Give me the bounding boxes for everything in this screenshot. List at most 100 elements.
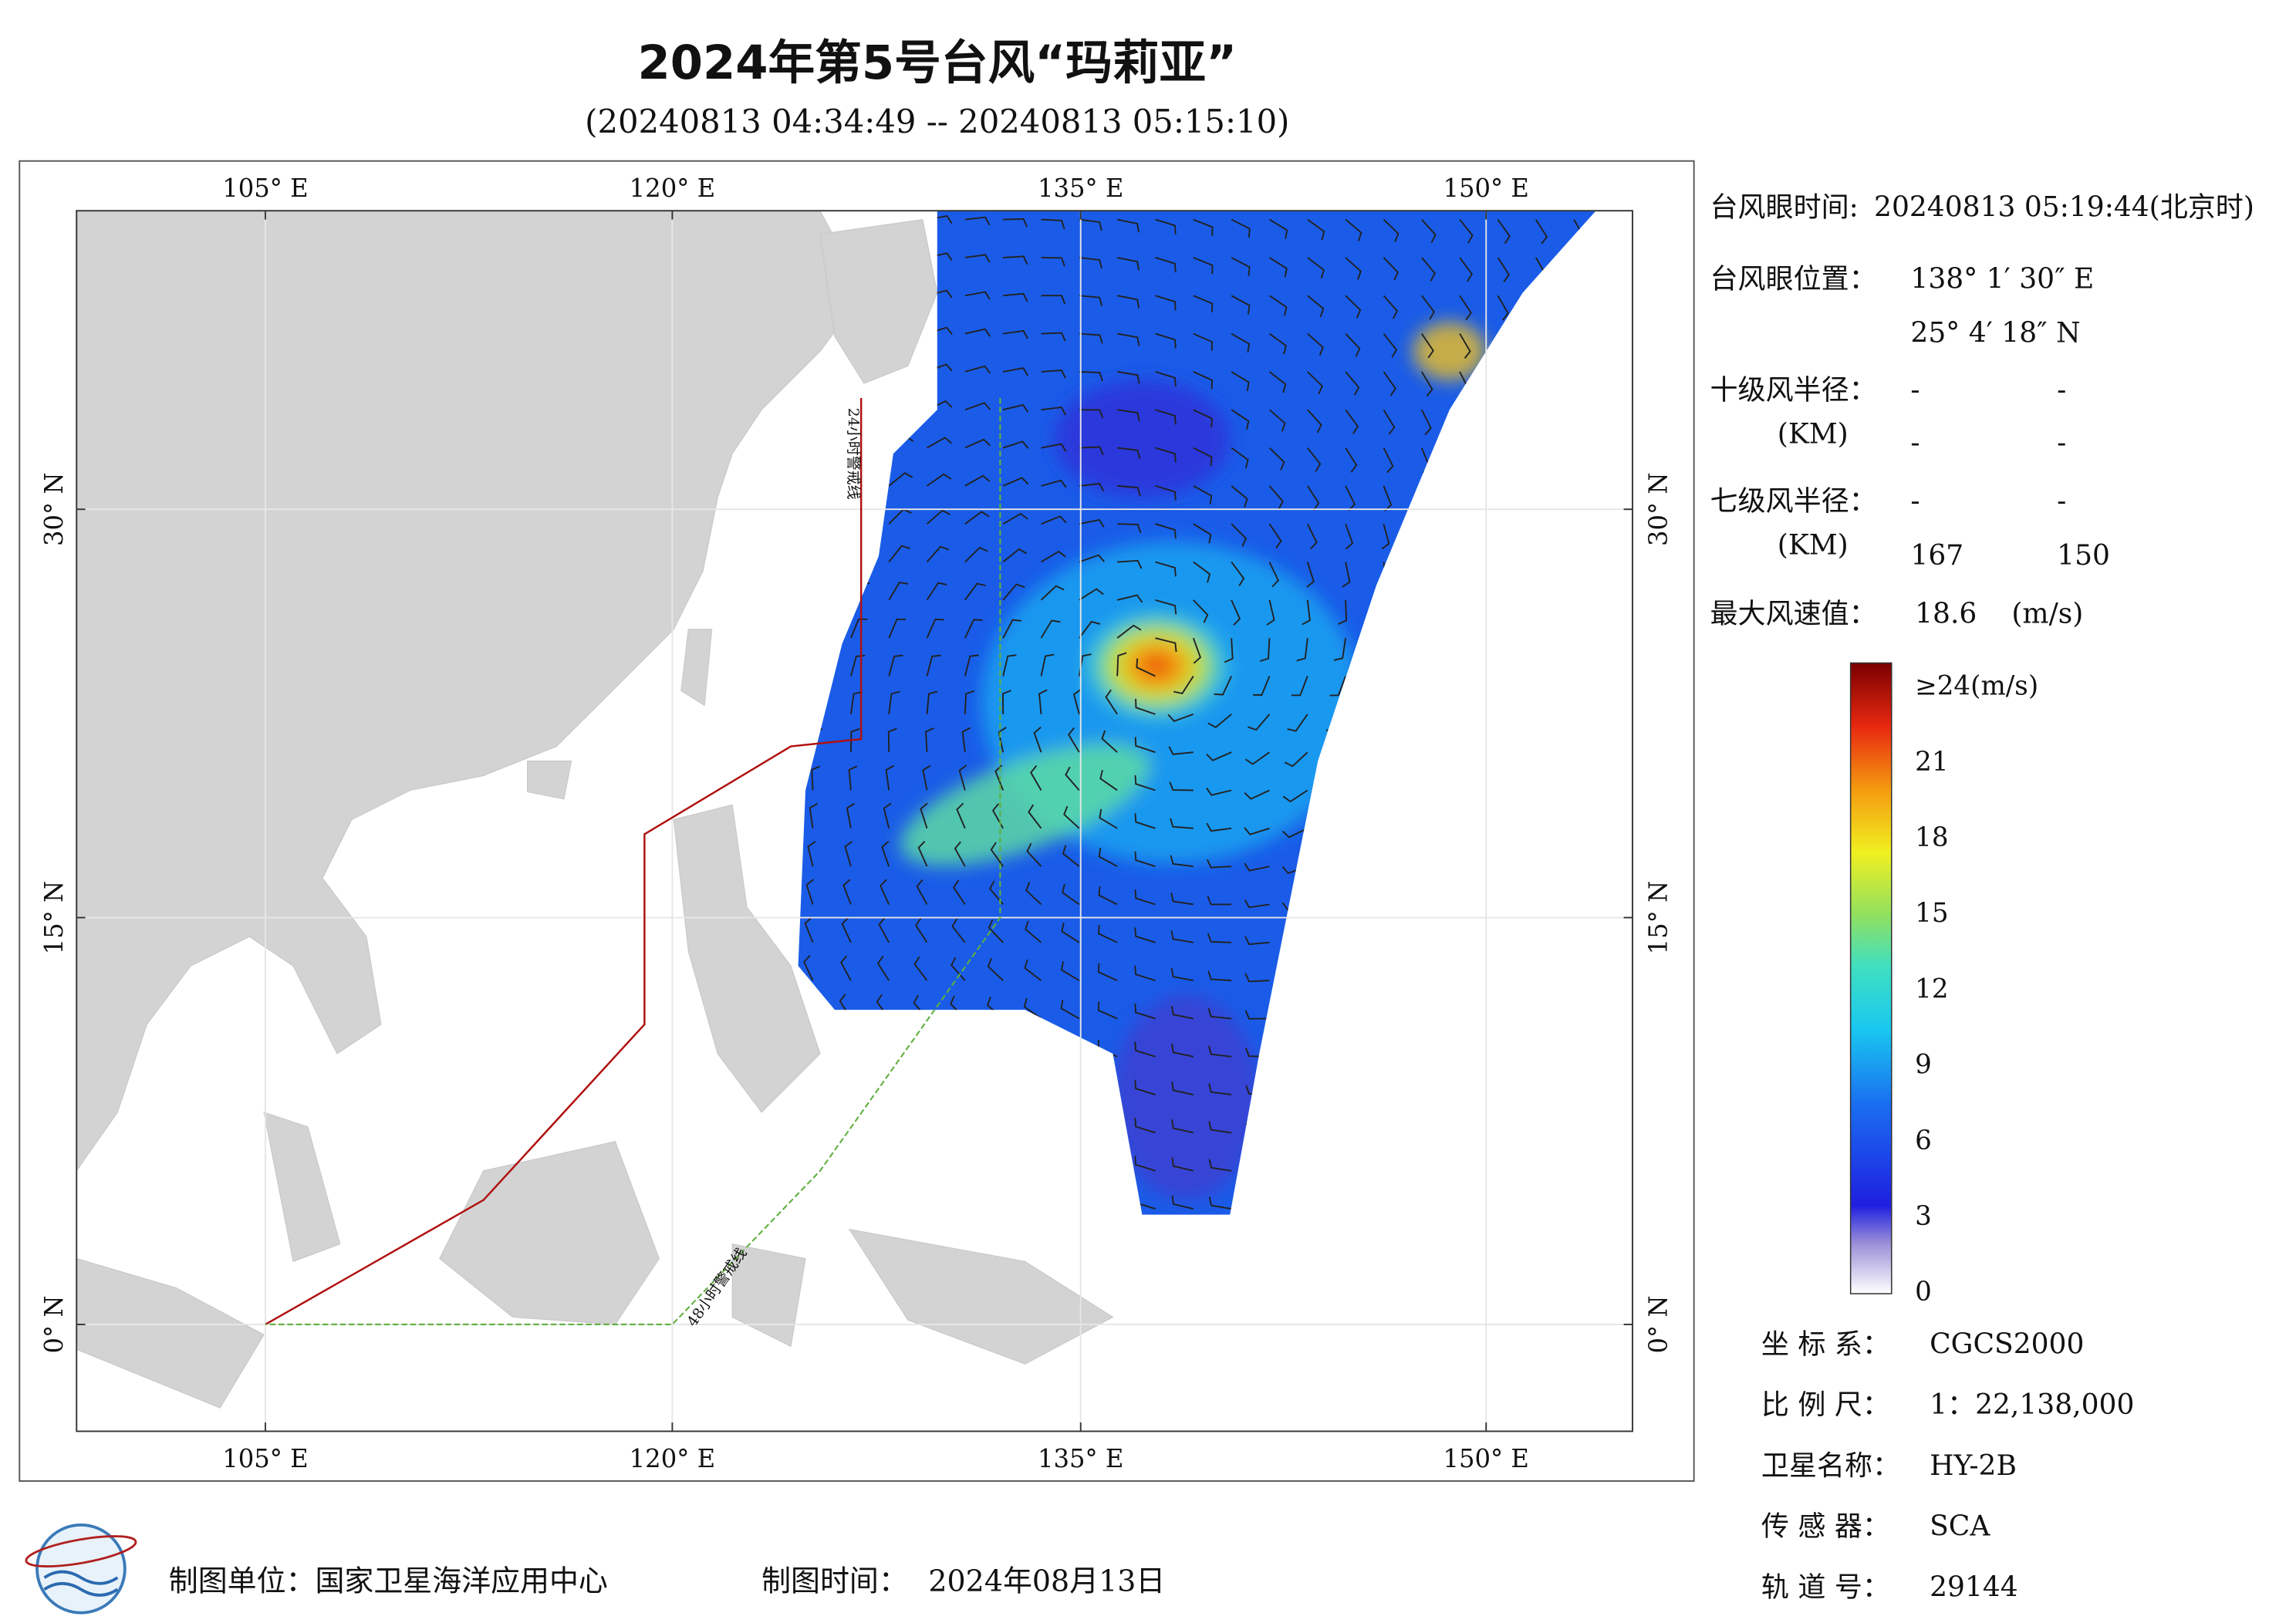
wind-barb [804,916,814,943]
wind-barb [1207,714,1232,729]
wind-barb [1497,295,1509,321]
eye-lat: 25° 4′ 18″ N [1910,317,2080,349]
meta-value: HY-2B [1930,1450,2017,1482]
wind-barb [888,545,910,563]
wind-barb [1041,406,1067,416]
korea [819,218,938,384]
wind-barb [952,879,966,906]
wind-barb [914,917,928,943]
lon-label-top: 120° E [630,174,715,203]
max-wind: 18.6 [1915,599,1977,630]
wind-barb [1383,447,1394,474]
wind-barb [1268,295,1288,316]
wind-barb [1134,889,1156,906]
wind-barb [1116,594,1143,603]
wind-barb [1026,842,1042,867]
wind-barb [1134,737,1156,754]
logo-circle [35,1523,127,1615]
footer-time-label: 制图时间： [761,1564,908,1598]
wind-barb [881,840,890,867]
wind-barb [1025,920,1042,943]
wind-barb [1134,774,1156,791]
lat-label-right: 15° N [1644,881,1673,955]
wind-barb [1268,523,1282,549]
colorbar-label: 18 [1915,822,1948,853]
wind-barb [1266,599,1275,626]
wind-barb [1231,599,1241,626]
swath-shading [900,322,1487,1200]
r7-value: 150 [2057,540,2110,572]
wind-barb [1170,967,1194,982]
wind-barb [1079,554,1105,563]
wind-barb [1244,862,1270,872]
wind-barb [1193,257,1214,275]
wind-barb [1345,447,1358,473]
wind-barb [1116,256,1140,271]
wind-barb [964,254,991,263]
wind-barb [925,727,934,753]
wind-barb [988,880,1004,906]
wind-barb [1116,332,1140,346]
wind-barb [1171,1157,1194,1172]
subtitle: (20240813 04:34:49 -- 20240813 05:15:10) [585,103,1289,140]
wind-barb [1192,637,1202,664]
wind-barb [1244,973,1270,983]
wind-barb [1231,561,1245,586]
wind-barb [1231,332,1251,353]
lon-label-top: 105° E [222,174,308,203]
logo-orbit [25,1535,137,1567]
map-area: 24小时警戒线 48小时警戒线 [76,211,1633,1432]
wind-barb [1134,1004,1156,1020]
wind-barb [1135,698,1156,715]
wind-barb [1268,485,1284,510]
wind-barb [1079,588,1104,601]
wind-barb [1002,512,1028,525]
wind-barb [1193,523,1212,544]
wind-barb [842,879,852,905]
wind-barb [1244,827,1270,835]
wind-barb [1208,1196,1232,1210]
wind-barb [1136,658,1156,677]
wind-barb [1155,447,1177,463]
wind-barb [1206,787,1232,796]
wind-barb [1421,218,1437,243]
wind-barb [1420,409,1432,436]
wind-barb [1079,620,1101,639]
wind-barb [1041,550,1066,563]
meta-label: 轨 道 号： [1761,1571,1890,1603]
wind-barb [1244,899,1270,909]
warning-line-24h [265,398,863,1326]
eye-time-label: 台风眼时间: [1710,191,1859,223]
wind-barb [964,402,991,411]
wind-barb [1170,1005,1194,1020]
colorbar-label: 15 [1915,898,1948,929]
wind-barb [1383,257,1399,281]
wind-barb [1061,922,1080,943]
wind-barb [1193,295,1214,312]
wind-barb [1420,371,1433,397]
wind-barb [1214,676,1233,696]
wind-barb [1307,409,1322,434]
wind-barb [1062,883,1080,906]
wind-barb [1041,295,1066,305]
wind-barb [1041,218,1065,230]
lat-label-left: 30° N [39,472,69,546]
sulawesi [731,1243,806,1348]
colorbar-label: 9 [1915,1050,1932,1081]
wind-barb [964,365,991,374]
wind-barb [1345,218,1362,241]
wind-barb [1231,523,1248,547]
wind-barb [1193,447,1213,466]
footer-unit: 制图单位：国家卫星海洋应用中心 [169,1564,608,1598]
wind-barb [1206,751,1232,761]
wind-barb [1003,255,1028,265]
wind-barb [1383,371,1396,396]
wind-barb [1072,688,1082,715]
wind-barb [1208,1045,1232,1058]
wind-barb [1155,637,1177,653]
wind-barb [1002,654,1017,677]
wind-barb [954,841,966,867]
wind-barb [1098,924,1118,943]
wind-barb [1003,329,1028,339]
